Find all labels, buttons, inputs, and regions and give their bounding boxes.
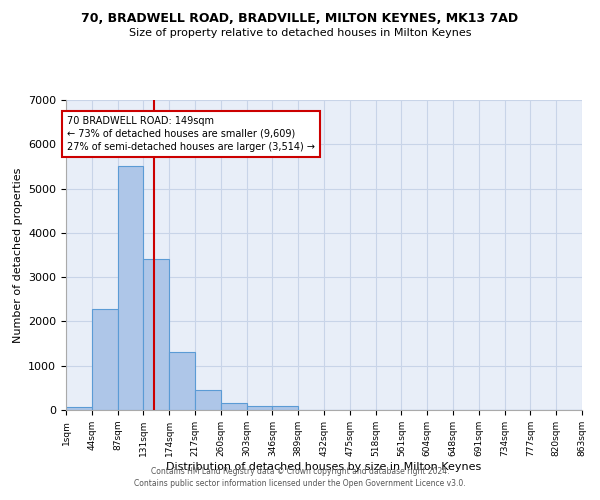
Y-axis label: Number of detached properties: Number of detached properties <box>13 168 23 342</box>
Bar <box>221 403 247 410</box>
Bar <box>272 406 298 410</box>
Text: Contains HM Land Registry data © Crown copyright and database right 2024.
Contai: Contains HM Land Registry data © Crown c… <box>134 466 466 487</box>
Bar <box>195 390 221 410</box>
Bar <box>247 406 272 410</box>
Bar <box>66 406 92 410</box>
Text: 70 BRADWELL ROAD: 149sqm
← 73% of detached houses are smaller (9,609)
27% of sem: 70 BRADWELL ROAD: 149sqm ← 73% of detach… <box>67 116 315 152</box>
Bar <box>169 352 195 410</box>
Bar <box>118 166 143 410</box>
X-axis label: Distribution of detached houses by size in Milton Keynes: Distribution of detached houses by size … <box>166 462 482 471</box>
Bar <box>92 309 118 410</box>
Text: 70, BRADWELL ROAD, BRADVILLE, MILTON KEYNES, MK13 7AD: 70, BRADWELL ROAD, BRADVILLE, MILTON KEY… <box>82 12 518 26</box>
Text: Size of property relative to detached houses in Milton Keynes: Size of property relative to detached ho… <box>129 28 471 38</box>
Bar <box>143 258 169 410</box>
